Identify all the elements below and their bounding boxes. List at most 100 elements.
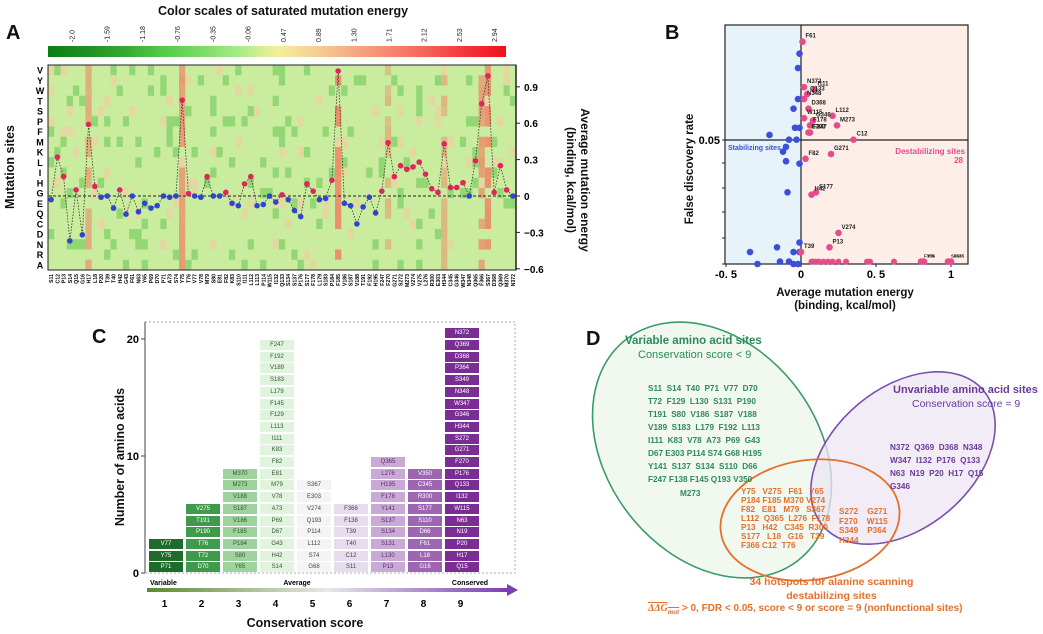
bar-segment: S74 bbox=[297, 550, 331, 561]
heatmap-cell bbox=[179, 126, 186, 137]
energy-point bbox=[404, 166, 410, 173]
heatmap-cell bbox=[185, 177, 192, 188]
heatmap-cell bbox=[85, 259, 92, 270]
heatmap-cell bbox=[291, 198, 298, 209]
energy-point bbox=[79, 232, 86, 238]
bar-segment: F178 bbox=[371, 492, 405, 503]
heatmap-cell bbox=[116, 208, 123, 219]
energy-point bbox=[291, 207, 298, 214]
heatmap-cell bbox=[441, 229, 448, 240]
heatmap-cell bbox=[179, 229, 186, 240]
bar-segment: F129 bbox=[260, 410, 294, 421]
point-label: D368 bbox=[812, 101, 827, 107]
energy-point bbox=[123, 211, 129, 217]
heatmap-cell bbox=[260, 259, 267, 270]
heatmap-cell bbox=[179, 65, 186, 76]
stabilizing-region bbox=[725, 25, 801, 264]
heatmap-cell bbox=[191, 188, 198, 199]
heatmap-cell bbox=[478, 147, 485, 158]
energy-point bbox=[485, 73, 491, 79]
bar-segment: S183 bbox=[260, 375, 294, 386]
right-axis-tick-label: 0.6 bbox=[524, 119, 538, 130]
heatmap-cell bbox=[478, 136, 485, 147]
heatmap-cell bbox=[60, 136, 67, 147]
residue-tick-label: M370 bbox=[505, 274, 511, 287]
x-tick-label: 1 bbox=[948, 269, 954, 281]
point-label: G346 bbox=[816, 113, 831, 119]
heatmap-cell bbox=[72, 85, 80, 96]
heatmap-cell bbox=[135, 136, 142, 147]
mutation-site-label: M bbox=[36, 137, 44, 147]
heatmap-cell bbox=[447, 239, 454, 250]
heatmap-cell bbox=[210, 147, 217, 158]
heatmap-cell bbox=[478, 116, 485, 127]
hotspots-conserved-list: S272 G271 F270 W115 S349 P364 H344 bbox=[839, 507, 888, 545]
heatmap-cell bbox=[447, 136, 454, 147]
heatmap-cell bbox=[416, 106, 423, 117]
heatmap-cell bbox=[278, 239, 286, 250]
energy-point bbox=[266, 193, 273, 199]
residue-tick-label: E81 bbox=[218, 274, 224, 283]
heatmap-cell bbox=[391, 177, 398, 188]
bar-segment: L276 bbox=[371, 468, 405, 479]
destabilizing-count: 28 bbox=[954, 156, 963, 165]
right-axis-tick-label: −0.6 bbox=[524, 265, 544, 276]
heatmap-cell bbox=[160, 239, 167, 250]
destabilizing-point bbox=[833, 122, 841, 129]
heatmap-cell bbox=[79, 95, 86, 106]
heatmap-cell bbox=[85, 147, 92, 158]
heatmap-cell bbox=[66, 95, 73, 106]
energy-point bbox=[154, 202, 160, 209]
heatmap-cell bbox=[335, 208, 342, 219]
stabilizing-point bbox=[794, 260, 802, 268]
energy-point bbox=[397, 162, 404, 169]
heatmap-cell bbox=[241, 116, 248, 127]
energy-point bbox=[304, 181, 310, 187]
energy-point bbox=[116, 187, 123, 193]
heatmap-cell bbox=[328, 167, 336, 178]
heatmap-cell bbox=[210, 239, 217, 250]
heatmap-cell bbox=[110, 239, 117, 250]
heatmap-cell bbox=[297, 116, 304, 127]
heatmap-cell bbox=[191, 249, 198, 260]
residue-tick-label: F270 bbox=[386, 274, 392, 286]
heatmap-cell bbox=[272, 167, 279, 178]
y-tick-label: 20 bbox=[127, 334, 139, 346]
destabilizing-point bbox=[805, 105, 812, 112]
point-label: F247 bbox=[813, 125, 827, 131]
panel-c-axes: 0 10 20 Variable Average Conserved 1 2 3 4 5 6 7 8 9 bbox=[127, 321, 518, 610]
heatmap-cell bbox=[216, 65, 223, 76]
bar-segment: E303 bbox=[297, 492, 331, 503]
heatmap-cell bbox=[484, 208, 492, 219]
destabilizing-point bbox=[803, 91, 811, 98]
heatmap-cell bbox=[54, 147, 61, 158]
heatmap-cell bbox=[291, 126, 298, 137]
residue-tick-label: K83 bbox=[230, 274, 236, 284]
residue-tick-label: T191 bbox=[361, 274, 367, 286]
panel-c-label: C bbox=[92, 326, 107, 348]
heatmap-cell bbox=[172, 198, 180, 209]
bar-segment: L112 bbox=[297, 538, 331, 549]
point-label: N348 bbox=[807, 91, 822, 97]
bar-segment: F270 bbox=[445, 457, 479, 467]
y-tick-label: 0 bbox=[133, 568, 139, 580]
destabilizing-point bbox=[800, 83, 808, 91]
heatmap-cell bbox=[497, 157, 504, 168]
bar-segment: L130 bbox=[371, 550, 405, 561]
heatmap-cell bbox=[416, 259, 423, 270]
right-axis-tick-label: 0.3 bbox=[524, 156, 538, 167]
bar-segment: G346 bbox=[445, 410, 479, 421]
energy-point bbox=[416, 159, 423, 165]
stabilizing-point bbox=[790, 248, 797, 256]
heatmap-cell bbox=[322, 126, 329, 137]
destabilizing-point bbox=[835, 229, 842, 237]
colorbar-tick-label: -1.18 bbox=[140, 26, 147, 42]
energy-point bbox=[254, 202, 260, 209]
heatmap-cell bbox=[54, 65, 61, 76]
point-label: H42 bbox=[815, 187, 827, 193]
heatmap-cell bbox=[478, 259, 485, 270]
energy-point bbox=[341, 200, 348, 207]
energy-point bbox=[210, 193, 217, 199]
heatmap-cell bbox=[416, 218, 423, 229]
heatmap-cell bbox=[66, 126, 73, 137]
